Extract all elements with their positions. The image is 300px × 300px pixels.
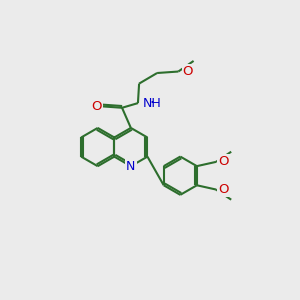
Text: N: N bbox=[126, 160, 136, 173]
Text: NH: NH bbox=[143, 97, 162, 110]
Text: O: O bbox=[218, 155, 229, 168]
Text: O: O bbox=[218, 183, 229, 196]
Text: O: O bbox=[92, 100, 102, 113]
Text: O: O bbox=[183, 65, 193, 78]
Text: ·: · bbox=[150, 97, 154, 112]
